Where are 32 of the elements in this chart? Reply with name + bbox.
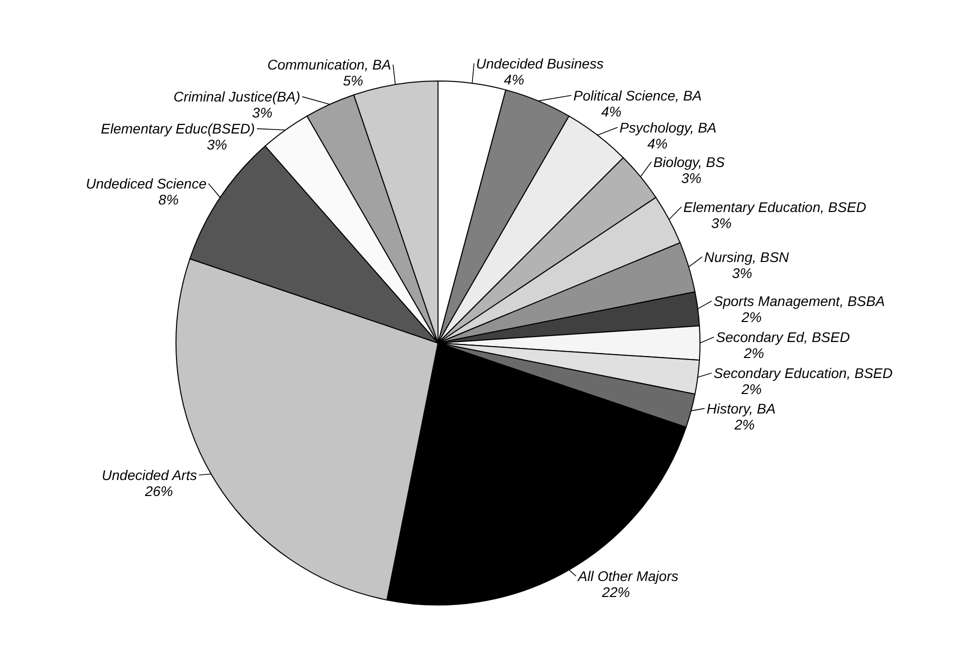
data-label: 2%	[742, 345, 764, 361]
slice-label: Undecided Business	[476, 55, 604, 72]
slice-label: Psychology, BA	[620, 119, 717, 136]
slice-label: Secondary Ed, BSED	[716, 329, 850, 345]
data-label: 3%	[206, 136, 228, 153]
data-label: 26%	[144, 483, 173, 499]
data-label: 3%	[252, 104, 272, 121]
data-label: 4%	[647, 135, 668, 152]
slice-label: Elementary Education, BSED	[683, 198, 866, 215]
data-label: 3%	[681, 170, 702, 186]
data-label: 4%	[504, 71, 524, 88]
slice-label: History, BA	[706, 400, 776, 416]
slice-label: Nursing, BSN	[704, 248, 790, 265]
slice-label: Undecided Arts	[102, 467, 197, 483]
slice-label: Undediced Science	[86, 176, 207, 192]
data-label: 2%	[740, 381, 762, 398]
slice-label: Communication, BA	[267, 56, 392, 73]
data-label: 4%	[601, 103, 622, 120]
data-label: 3%	[711, 214, 732, 231]
data-label: 2%	[733, 416, 755, 432]
slice-label: All Other Majors	[577, 568, 678, 584]
slice-label: Elementary Educ(BSED)	[100, 120, 255, 137]
data-label: 8%	[158, 192, 179, 208]
slice-label: Sports Management, BSBA	[714, 292, 885, 309]
data-label: 22%	[600, 584, 630, 600]
data-label: 2%	[740, 308, 762, 325]
slice-label: Political Science, BA	[573, 87, 702, 104]
slice-label: Secondary Education, BSED	[714, 365, 893, 382]
slice-label: Criminal Justice(BA)	[173, 88, 300, 105]
data-label: 5%	[342, 72, 364, 89]
slice-label: Biology, BS	[653, 154, 726, 170]
data-label: 3%	[732, 264, 752, 281]
